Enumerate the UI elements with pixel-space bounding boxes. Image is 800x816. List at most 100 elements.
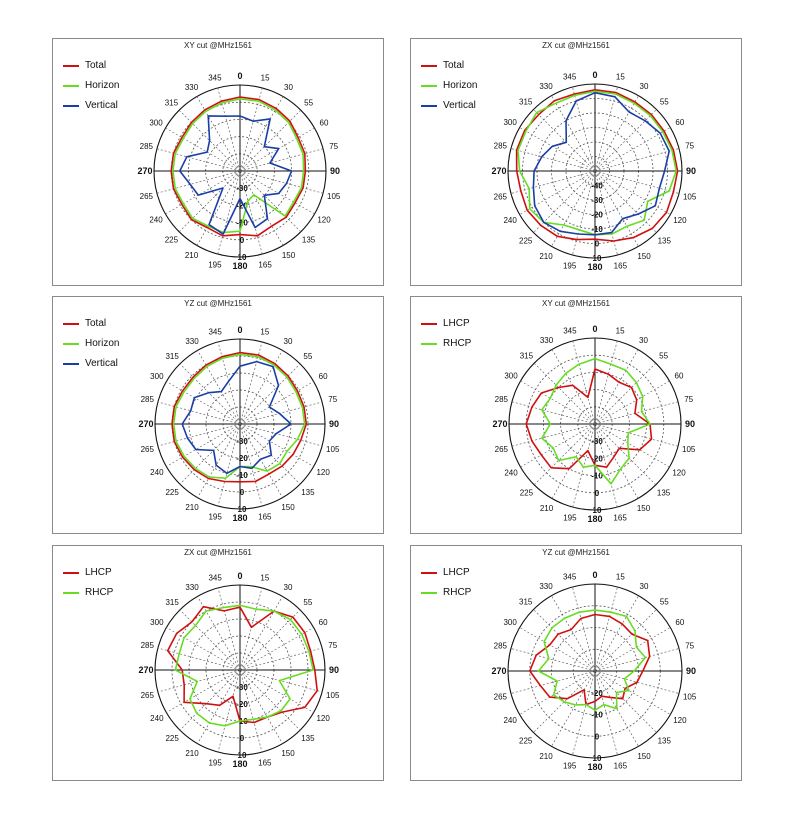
angle-tick-label: 55 (304, 98, 313, 107)
angle-tick-label: 270 (138, 419, 153, 429)
angle-tick-label: 210 (185, 749, 199, 758)
series-line-total (515, 89, 679, 242)
spoke (551, 670, 596, 747)
legend-swatch (421, 85, 437, 87)
angle-tick-label: 30 (284, 83, 293, 92)
spoke (572, 670, 596, 756)
radial-tick-label: 10 (238, 751, 247, 760)
angle-tick-label: 225 (165, 236, 179, 245)
angle-tick-label: 135 (657, 489, 671, 498)
legend-swatch (63, 363, 79, 365)
polar-plot: 0 15 30 55 60 75 90 105 120 135 150 165 180 195 210 225… (137, 71, 341, 271)
spoke (594, 170, 680, 194)
spoke (594, 670, 618, 756)
legend-swatch (421, 592, 437, 594)
spoke (179, 423, 241, 485)
angle-tick-label: 0 (592, 70, 597, 80)
legend-swatch (63, 343, 79, 345)
legend-swatch (421, 572, 437, 574)
radial-tick-label: 10 (238, 253, 247, 262)
spoke (594, 170, 639, 247)
angle-tick-label: 15 (260, 573, 269, 582)
angle-tick-label: 225 (519, 736, 533, 745)
radial-tick-label: 0 (595, 732, 600, 741)
polar-grid (154, 584, 326, 756)
radial-tick-label: 0 (240, 236, 245, 245)
spoke (179, 609, 241, 671)
spoke (594, 148, 680, 172)
spoke (197, 669, 241, 744)
radial-tick-label: 0 (240, 734, 245, 743)
radial-tick-label: -30 (236, 184, 248, 193)
radial-tick-label: -30 (236, 683, 248, 692)
angle-tick-label: 240 (150, 468, 164, 477)
legend-swatch (63, 65, 79, 67)
angle-tick-label: 210 (185, 503, 199, 512)
angle-tick-label: 90 (685, 419, 695, 429)
angle-tick-label: 165 (258, 261, 272, 270)
angle-tick-label: 210 (539, 252, 553, 261)
angle-tick-label: 105 (327, 192, 341, 201)
angle-tick-label: 165 (614, 262, 628, 271)
spoke (594, 609, 657, 672)
spoke (572, 586, 596, 672)
legend-label: Horizon (85, 338, 120, 349)
angle-tick-label: 315 (165, 352, 179, 361)
angle-tick-label: 55 (660, 598, 669, 607)
angle-tick-label: 0 (237, 325, 242, 335)
spoke (239, 627, 314, 671)
spoke (594, 648, 680, 672)
angle-tick-label: 240 (503, 716, 517, 725)
legend-swatch (63, 85, 79, 87)
angle-tick-label: 75 (684, 395, 693, 404)
angle-tick-label: 0 (592, 324, 597, 334)
angle-tick-label: 210 (539, 752, 553, 761)
angle-tick-label: 225 (165, 734, 179, 743)
spoke (551, 170, 596, 247)
spoke (239, 669, 301, 731)
legend-swatch (421, 323, 437, 325)
spoke (594, 670, 671, 715)
spoke (239, 423, 301, 485)
angle-tick-label: 60 (675, 118, 684, 127)
angle-tick-label: 285 (141, 641, 155, 650)
radial-tick-label: 10 (238, 505, 247, 514)
angle-tick-label: 150 (282, 251, 296, 260)
radial-tick-label: -10 (591, 225, 603, 234)
angle-tick-label: 60 (675, 618, 684, 627)
angle-tick-label: 315 (519, 598, 533, 607)
angle-tick-label: 90 (686, 166, 696, 176)
legend-label: Total (85, 318, 107, 329)
angle-tick-label: 300 (150, 618, 164, 627)
legend-label: Vertical (443, 100, 476, 111)
chart-title: XY cut @MHz1561 (541, 299, 610, 308)
angle-tick-label: 265 (140, 192, 154, 201)
radial-tick-label: 10 (593, 506, 602, 515)
spoke (510, 170, 596, 194)
spoke (239, 647, 323, 671)
polar-grid (508, 337, 682, 511)
angle-tick-label: 225 (165, 488, 179, 497)
series-line-vertical (179, 115, 293, 235)
polar-plot: 0 15 30 55 60 75 90 105 120 135 150 165 180 195 210 225… (491, 570, 696, 772)
angle-tick-label: 270 (492, 419, 507, 429)
angle-tick-label: 150 (637, 504, 651, 513)
legend-swatch (421, 65, 437, 67)
angle-tick-label: 195 (563, 262, 577, 271)
angle-tick-label: 315 (165, 598, 179, 607)
angle-tick-label: 285 (140, 142, 154, 151)
angle-tick-label: 55 (660, 98, 669, 107)
radial-tick-label: 10 (593, 754, 602, 763)
legend-label: Total (443, 60, 465, 71)
spoke (519, 127, 596, 172)
angle-tick-label: 330 (185, 337, 199, 346)
series-line-vertical (532, 91, 670, 236)
angle-tick-label: 15 (616, 572, 625, 581)
angle-tick-label: 150 (637, 752, 651, 761)
spoke (156, 148, 241, 172)
angle-tick-label: 150 (281, 749, 295, 758)
angle-tick-label: 165 (258, 513, 272, 522)
spoke (594, 340, 618, 425)
legend-label: LHCP (443, 567, 470, 578)
radial-tick-label: -10 (236, 471, 248, 480)
